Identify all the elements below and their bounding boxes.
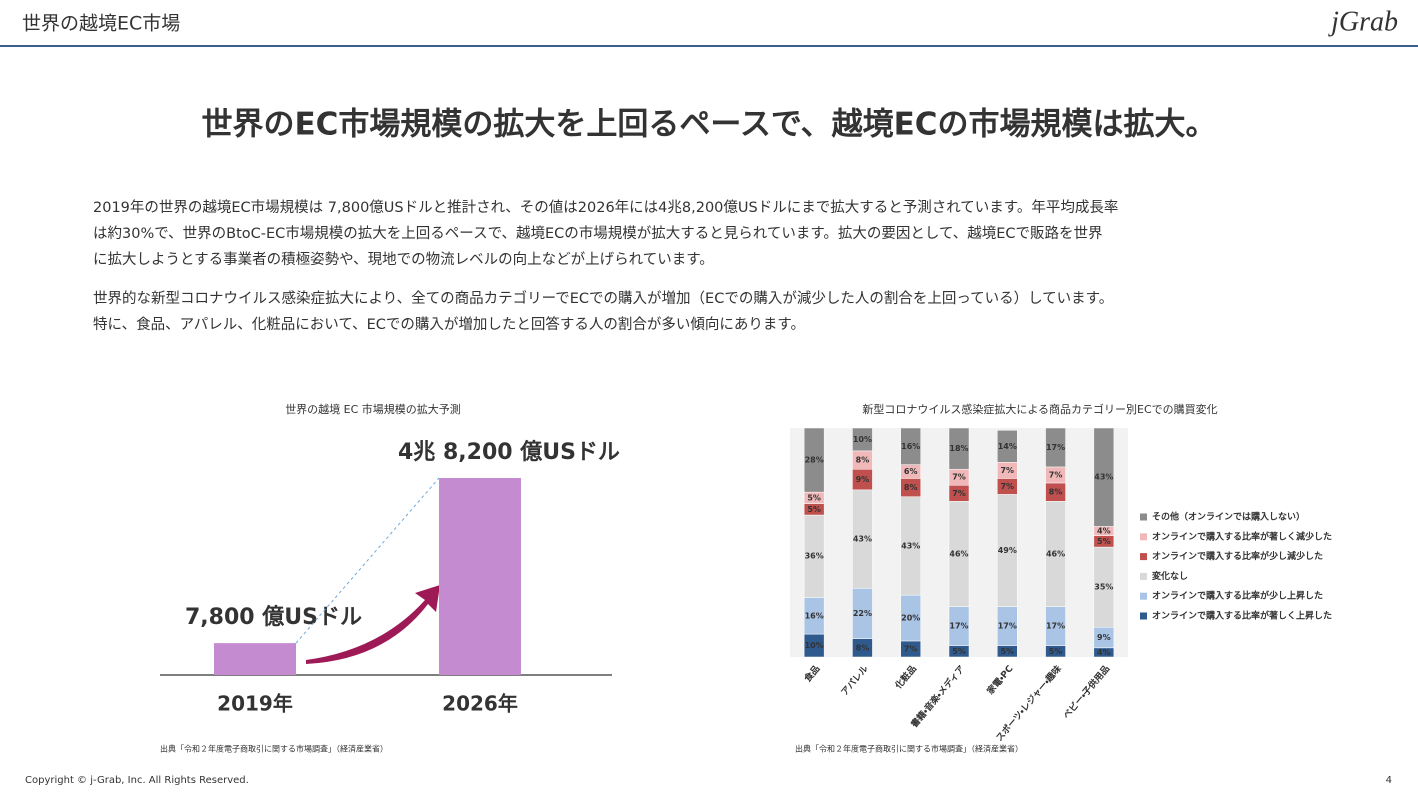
x-tick-label: 書籍・音楽・メディア [908, 663, 967, 730]
data-label: 9% [1097, 633, 1111, 642]
paragraph-line: 2019年の世界の越境EC市場規模は 7,800億USドルと推計され、その値は2… [93, 199, 1118, 216]
x-tick-label: ベビー・子供用品 [1060, 663, 1112, 721]
legend-swatch [1140, 513, 1147, 521]
paragraph-line: 特に、食品、アパレル、化粧品において、ECでの購入が増加したと回答する人の割合が… [93, 315, 805, 333]
x-tick-label: 2019年 [217, 692, 293, 716]
data-label: 6% [904, 467, 918, 476]
data-label: 8% [904, 483, 918, 492]
legend-label: オンラインで購入する比率が著しく減少した [1152, 530, 1332, 542]
data-label: 7% [952, 489, 966, 498]
data-label: 17% [1046, 622, 1065, 631]
legend-label: 変化なし [1152, 570, 1188, 582]
source: 出典「令和２年度電子商取引に関する市場調査」（経済産業省） [795, 744, 1023, 754]
data-label: 5% [1000, 647, 1014, 656]
bar-segment [803, 427, 825, 493]
data-label: 17% [949, 622, 968, 631]
headline: 世界のEC市場規模の拡大を上回るペースで、越境ECの市場規模は拡大。 [201, 107, 1216, 143]
bar-segment [1093, 427, 1115, 527]
logo: jGrab [1328, 6, 1398, 37]
chart-title: 新型コロナウイルス感染症拡大による商品カテゴリー別ECでの購買変化 [862, 402, 1217, 416]
x-tick-label: 食品 [801, 663, 822, 685]
x-tick-label: 家電・PC [984, 663, 1015, 697]
data-label: 10% [853, 435, 872, 444]
bar-segment [1045, 427, 1066, 468]
data-label: 16% [901, 442, 920, 451]
legend-swatch [1140, 553, 1147, 561]
data-label: 35% [1094, 583, 1113, 592]
source: 出典「令和２年度電子商取引に関する市場調査」（経済産業省） [160, 744, 388, 754]
legend-swatch [1140, 572, 1147, 580]
data-label: 43% [1094, 473, 1113, 482]
paragraph-line: 世界的な新型コロナウイルス感染症拡大により、全ての商品カテゴリーでECでの購入が… [93, 289, 1113, 307]
growth-arrow [306, 585, 440, 664]
data-label: 8% [1049, 488, 1063, 497]
data-label: 17% [1046, 443, 1065, 452]
page-number: 4 [1386, 775, 1392, 786]
data-label: 7% [1049, 470, 1063, 479]
data-label: 46% [949, 549, 968, 558]
data-label: 9% [856, 475, 870, 484]
legend-swatch [1140, 592, 1147, 600]
data-label: 46% [1046, 549, 1065, 558]
legend-label: オンラインで購入する比率が少し減少した [1152, 550, 1323, 562]
data-label: 4% [1097, 527, 1111, 536]
copyright: Copyright © j-Grab, Inc. All Rights Rese… [25, 775, 249, 786]
data-label: 28% [805, 456, 824, 465]
data-label: 20% [901, 614, 920, 623]
value-label: 4兆 8,200 億USドル [398, 439, 620, 465]
data-label: 49% [998, 546, 1017, 555]
data-label: 5% [807, 493, 821, 502]
bar [439, 478, 521, 675]
bar-segment [997, 430, 1018, 463]
x-tick-label: アパレル [838, 663, 870, 698]
data-label: 8% [856, 643, 870, 652]
bar-segment [900, 427, 921, 465]
data-label: 14% [998, 442, 1017, 451]
value-label: 7,800 億USドル [185, 604, 362, 630]
data-label: 5% [1097, 537, 1111, 546]
legend-label: オンラインで購入する比率が著しく上昇した [1152, 610, 1332, 622]
data-label: 18% [949, 444, 968, 453]
bar [214, 643, 296, 675]
bar-segment [852, 427, 873, 452]
data-label: 5% [807, 505, 821, 514]
chart-title: 世界の越境 EC 市場規模の拡大予測 [285, 402, 461, 416]
data-label: 5% [1049, 647, 1063, 656]
data-label: 10% [805, 641, 824, 650]
x-tick-label: 2026年 [442, 692, 518, 716]
data-label: 36% [805, 552, 824, 561]
data-label: 43% [853, 535, 872, 544]
legend-swatch [1140, 533, 1147, 541]
data-label: 7% [904, 644, 918, 653]
header-title: 世界の越境EC市場 [22, 13, 180, 35]
legend-swatch [1140, 612, 1147, 620]
paragraph-line: に拡大しようとする事業者の積極姿勢や、現地での物流レベルの向上などが上げられてい… [93, 251, 714, 268]
bar-segment [948, 427, 970, 470]
data-label: 7% [1000, 466, 1014, 475]
legend-label: オンラインで購入する比率が少し上昇した [1152, 590, 1323, 602]
legend-label: その他（オンラインでは購入しない） [1152, 511, 1305, 523]
data-label: 22% [853, 609, 872, 618]
data-label: 7% [952, 473, 966, 482]
data-label: 17% [998, 622, 1017, 631]
data-label: 43% [901, 541, 920, 550]
x-tick-label: 化粧品 [892, 663, 919, 692]
data-label: 7% [1000, 482, 1014, 491]
trend-connector [295, 477, 440, 644]
data-label: 16% [805, 611, 824, 620]
paragraph-line: は約30%で、世界のBtoC-EC市場規模の拡大を上回るペースで、越境ECの市場… [93, 225, 1103, 242]
data-label: 8% [856, 456, 870, 465]
data-label: 5% [952, 647, 966, 656]
data-label: 4% [1097, 648, 1111, 657]
